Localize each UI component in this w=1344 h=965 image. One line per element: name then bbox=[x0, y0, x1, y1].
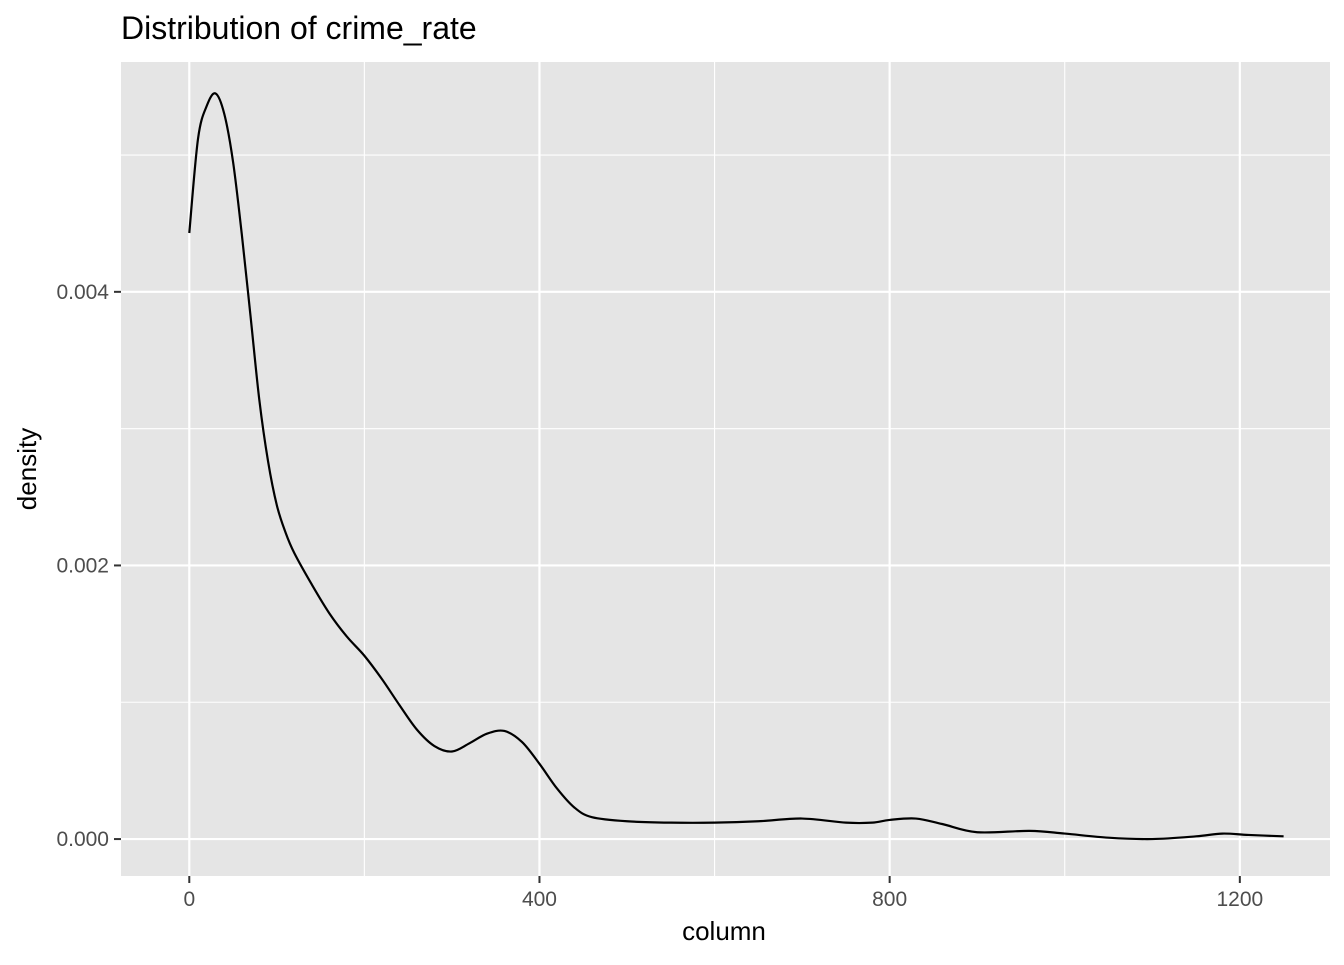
major-gridlines bbox=[121, 62, 1330, 876]
y-axis-title: density bbox=[12, 428, 42, 510]
y-tick-label: 0.004 bbox=[56, 281, 109, 304]
minor-gridlines bbox=[121, 62, 1330, 876]
x-axis-title: column bbox=[682, 916, 766, 946]
y-tick-label: 0.000 bbox=[56, 828, 109, 851]
plot-panel bbox=[121, 62, 1330, 876]
y-tick-label: 0.002 bbox=[56, 554, 109, 577]
x-axis: 0 400 800 1200 bbox=[183, 876, 1263, 911]
x-tick-label: 400 bbox=[522, 888, 557, 911]
chart-title: Distribution of crime_rate bbox=[121, 10, 477, 46]
x-tick-label: 0 bbox=[183, 888, 195, 911]
x-tick-label: 1200 bbox=[1216, 888, 1263, 911]
x-tick-label: 800 bbox=[872, 888, 907, 911]
density-curve bbox=[188, 92, 1284, 841]
y-axis: 0.000 0.002 0.004 bbox=[56, 281, 121, 851]
